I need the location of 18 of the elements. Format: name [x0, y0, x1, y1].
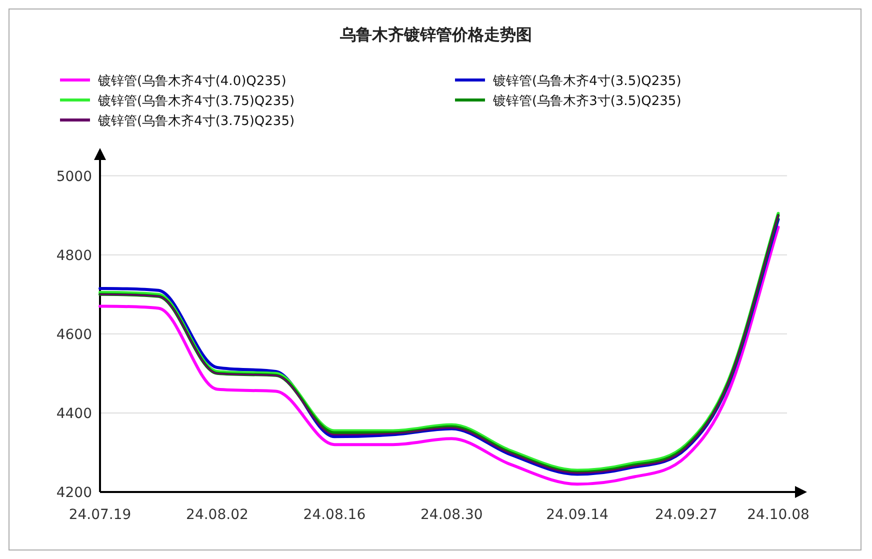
y-tick-label: 4200: [56, 485, 92, 501]
x-tick-label: 24.07.19: [68, 507, 132, 523]
chart-title: 乌鲁木齐镀锌管价格走势图: [339, 25, 532, 44]
x-tick-label: 24.08.02: [186, 507, 248, 523]
x-tick-label: 24.08.30: [420, 507, 483, 523]
y-tick-label: 4400: [56, 406, 92, 422]
x-tick-label: 24.09.14: [546, 507, 609, 523]
y-tick-label: 4800: [56, 248, 92, 264]
y-tick-label: 5000: [56, 168, 92, 185]
x-tick-label: 24.08.16: [303, 507, 366, 523]
legend-label: 镀锌管(乌鲁木齐3寸(3.5)Q235): [492, 94, 682, 109]
legend-label: 镀锌管(乌鲁木齐4寸(3.75)Q235): [97, 114, 295, 129]
legend-label: 镀锌管(乌鲁木齐4寸(3.75)Q235): [97, 94, 295, 109]
y-tick-label: 4600: [56, 326, 92, 343]
x-tick-label: 24.09.27: [654, 507, 718, 523]
x-tick-label: 24.10.08: [747, 507, 810, 523]
legend-label: 镀锌管(乌鲁木齐4寸(4.0)Q235): [97, 74, 286, 89]
legend-label: 镀锌管(乌鲁木齐4寸(3.5)Q235): [492, 74, 682, 89]
